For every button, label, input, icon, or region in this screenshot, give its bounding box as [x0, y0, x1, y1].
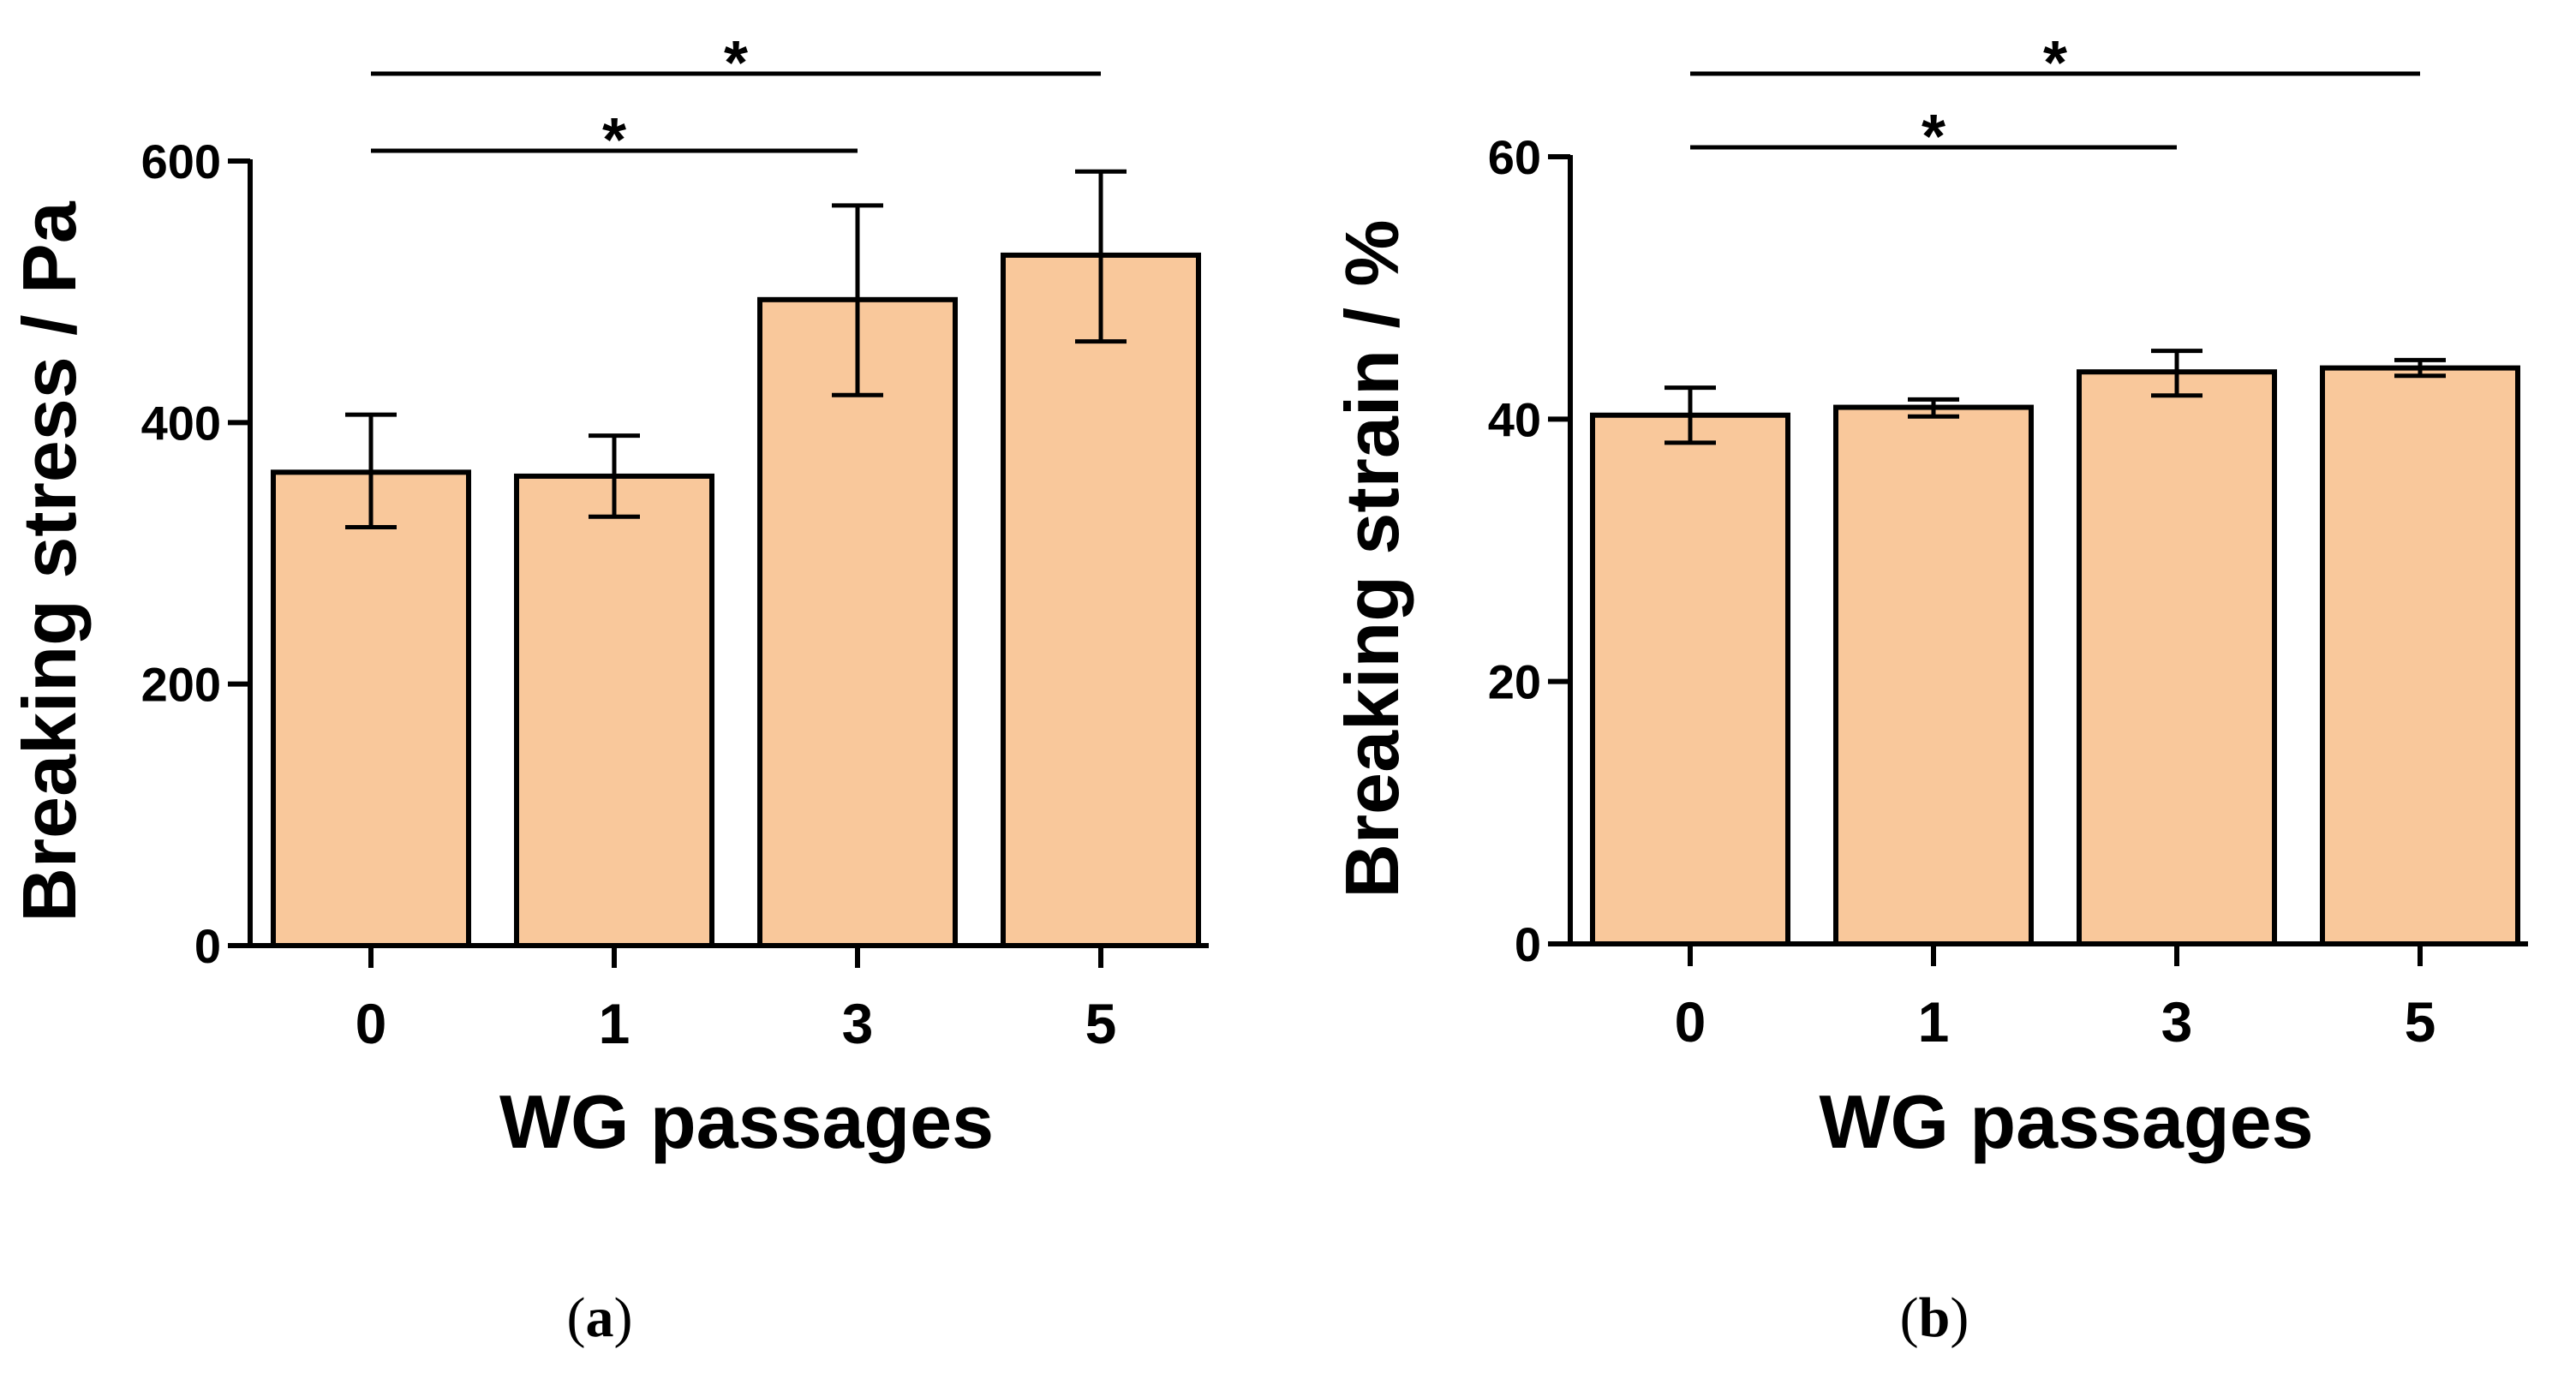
x-tick-label: 1	[599, 992, 631, 1055]
bar-5	[1001, 252, 1201, 949]
x-tick-label: 5	[1085, 992, 1117, 1055]
bar-3	[2077, 369, 2277, 946]
significance-star: *	[724, 29, 748, 98]
x-tick-label: 1	[1918, 990, 1950, 1054]
y-tick-label: 40	[1488, 392, 1541, 446]
significance-star: *	[602, 106, 626, 175]
panel-label: (b)	[1900, 1286, 1969, 1349]
x-tick-label: 3	[842, 992, 874, 1055]
x-tick-label: 3	[2161, 990, 2193, 1054]
y-tick-label: 600	[141, 134, 221, 188]
bar-0	[1590, 412, 1790, 946]
panel-label-close: )	[614, 1286, 633, 1349]
x-tick-label: 0	[356, 992, 387, 1055]
panel-label-open: (	[567, 1286, 586, 1349]
x-axis-title: WG passages	[499, 1079, 994, 1164]
y-tick-label: 0	[194, 919, 221, 973]
panel-label: (a)	[567, 1286, 633, 1349]
y-tick-label: 0	[1515, 917, 1541, 971]
bar-5	[2320, 365, 2520, 946]
bar-3	[757, 296, 958, 948]
significance-star: *	[2043, 29, 2067, 98]
y-axis-title: Breaking stress / Pa	[7, 200, 92, 922]
x-axis-title: WG passages	[1819, 1079, 2313, 1164]
y-tick-label: 400	[141, 396, 221, 450]
panel-label-close: )	[1950, 1286, 1969, 1349]
bar-1	[1833, 404, 2034, 946]
panel-label-open: (	[1900, 1286, 1919, 1349]
x-tick-label: 5	[2405, 990, 2436, 1054]
panel-label-letter: b	[1919, 1286, 1951, 1349]
bar-0	[271, 469, 471, 948]
y-tick-label: 20	[1488, 655, 1541, 709]
significance-star: *	[1922, 103, 1945, 171]
y-axis-title: Breaking strain / %	[1330, 219, 1414, 898]
bar-1	[514, 473, 714, 948]
y-tick-label: 60	[1488, 130, 1541, 184]
y-tick-label: 200	[141, 658, 221, 712]
panel-label-letter: a	[586, 1286, 614, 1349]
x-tick-label: 0	[1675, 990, 1706, 1054]
